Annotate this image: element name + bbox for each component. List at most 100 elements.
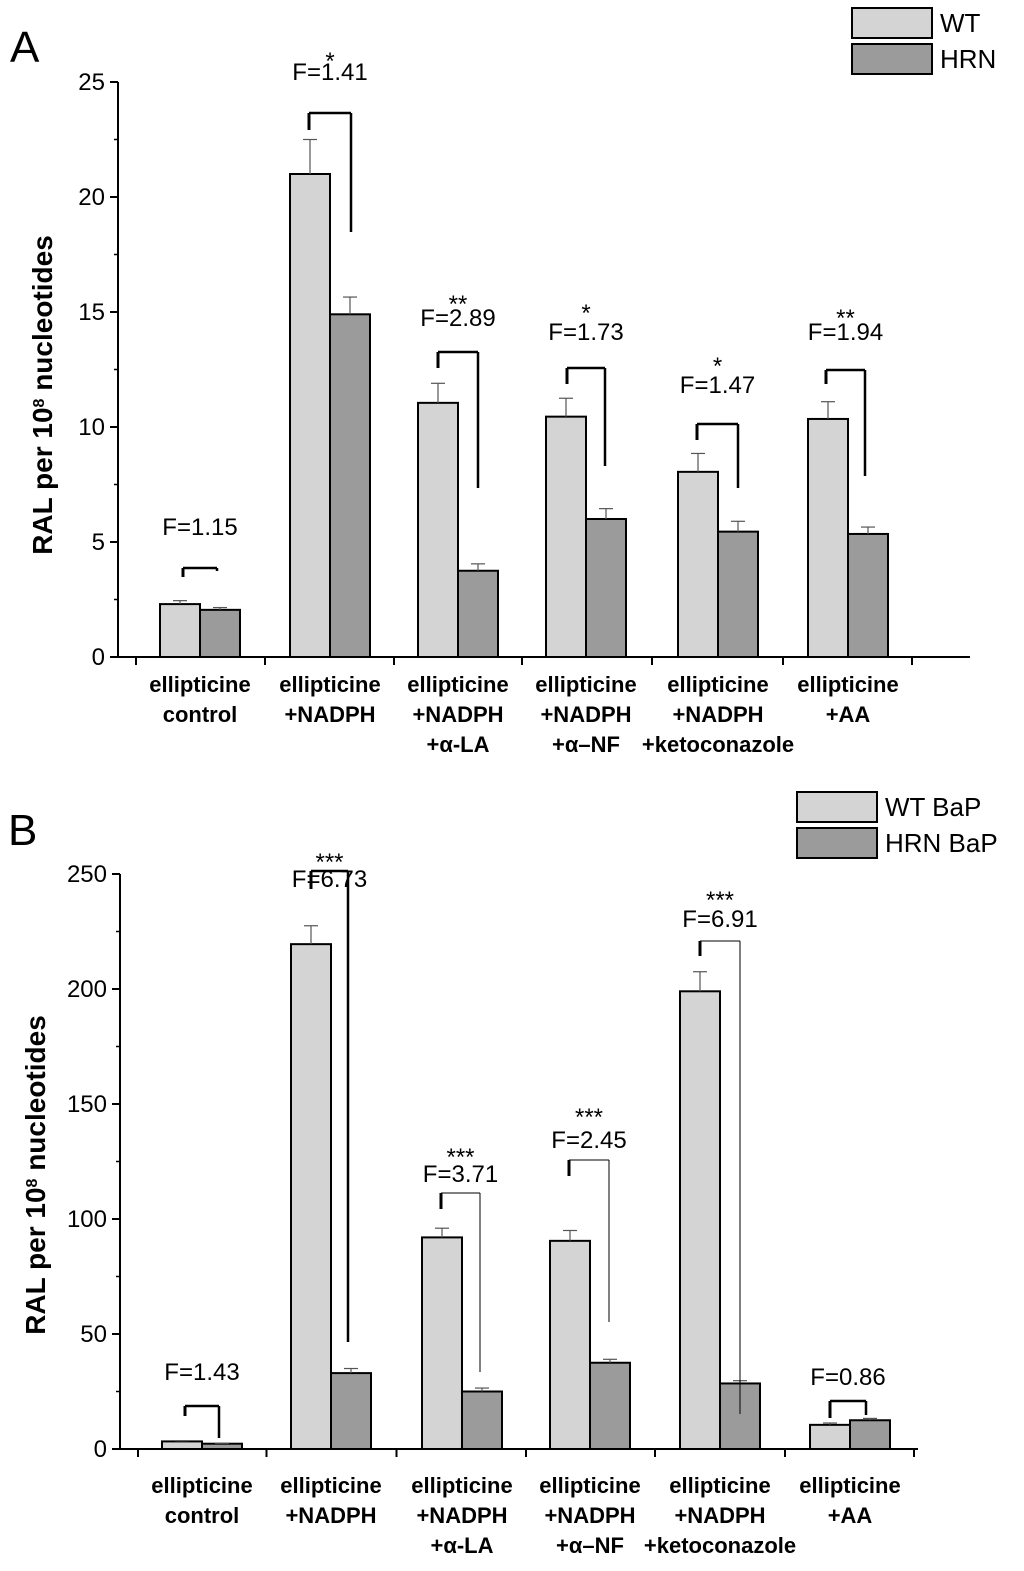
bar-hrn xyxy=(847,532,889,659)
category-label: ellipticine xyxy=(799,1473,900,1498)
f-ratio-annotation: F=1.94 xyxy=(808,319,883,346)
f-ratio-annotation: F=1.47 xyxy=(680,372,755,399)
category-label: ellipticine xyxy=(797,672,898,697)
legend-swatch xyxy=(851,7,933,39)
category-label: ellipticine xyxy=(279,672,380,697)
category-label: +NADPH xyxy=(674,1503,765,1528)
bar-hrn-bap xyxy=(330,1372,372,1450)
bar-hrn-bap xyxy=(849,1419,891,1450)
bar-hrn xyxy=(585,518,627,658)
legend-label: HRN xyxy=(940,44,996,74)
significance-marker: * xyxy=(581,300,590,327)
category-label: +NADPH xyxy=(416,1503,507,1528)
category-label: +NADPH xyxy=(284,702,375,727)
bar-hrn xyxy=(199,608,241,658)
chart-panel-a: 0 5 10 15 20 25 RAL per 108 nucleotides ellipti… xyxy=(27,7,996,757)
y-tick-label: 5 xyxy=(92,529,105,556)
y-tick-label: 200 xyxy=(67,976,107,1003)
category-label: +NADPH xyxy=(672,702,763,727)
category-label: ellipticine xyxy=(149,672,250,697)
bar-hrn xyxy=(329,313,371,658)
category-label: ellipticine xyxy=(411,1473,512,1498)
bar-wt xyxy=(289,173,331,658)
category-label: +NADPH xyxy=(412,702,503,727)
y-tick-label: 150 xyxy=(67,1091,107,1118)
y-axis-label: RAL per 108 nucleotides xyxy=(20,1015,51,1335)
bar-wt-bap xyxy=(421,1236,463,1451)
f-ratio-annotation: F=1.43 xyxy=(164,1359,239,1386)
bar-wt-bap xyxy=(549,1239,591,1450)
f-ratio-annotation: F=6.91 xyxy=(682,906,757,933)
category-label: ellipticine xyxy=(669,1473,770,1498)
bar-wt-bap xyxy=(290,943,332,1451)
significance-marker: ** xyxy=(449,291,468,318)
legend-swatch xyxy=(796,791,878,823)
f-ratio-annotation: F=1.41 xyxy=(292,59,367,86)
category-label: +NADPH xyxy=(285,1503,376,1528)
bar-hrn-bap xyxy=(589,1361,631,1450)
legend-label: HRN BaP xyxy=(885,828,998,858)
category-label: +α–NF xyxy=(552,732,620,757)
y-tick-label: 20 xyxy=(78,184,105,211)
significance-marker: * xyxy=(325,48,334,75)
f-ratio-annotation: F=6.73 xyxy=(292,866,367,893)
f-ratio-annotation: F=1.15 xyxy=(162,514,237,541)
f-ratio-annotation: F=0.86 xyxy=(810,1364,885,1391)
bar-wt-bap xyxy=(809,1423,851,1450)
category-label: +AA xyxy=(826,702,871,727)
bar-wt xyxy=(677,470,719,658)
bar-hrn xyxy=(717,530,759,659)
category-label: ellipticine xyxy=(407,672,508,697)
category-label: ellipticine xyxy=(151,1473,252,1498)
y-tick-label: 10 xyxy=(78,414,105,441)
significance-marker: *** xyxy=(575,1104,603,1131)
category-label: control xyxy=(163,702,238,727)
significance-marker: * xyxy=(713,353,722,380)
f-ratio-annotation: F=2.45 xyxy=(551,1127,626,1154)
significance-marker: *** xyxy=(706,887,734,914)
chart-panel-b: 0 50 100 150 200 250 RAL per 108 nucleotides el… xyxy=(20,791,998,1558)
y-tick-label: 15 xyxy=(78,299,105,326)
y-tick-label: 250 xyxy=(67,861,107,888)
category-label: ellipticine xyxy=(539,1473,640,1498)
bar-wt-bap xyxy=(679,990,721,1450)
category-label: ellipticine xyxy=(535,672,636,697)
category-label: +α-LA xyxy=(426,732,489,757)
category-label: control xyxy=(165,1503,240,1528)
legend-label: WT BaP xyxy=(885,792,981,822)
y-axis-label: RAL per 108 nucleotides xyxy=(27,235,58,555)
f-ratio-annotation: F=3.71 xyxy=(423,1161,498,1188)
panel-label-b: B xyxy=(8,806,37,855)
bar-wt xyxy=(807,417,849,659)
bar-wt xyxy=(417,401,459,658)
category-label: +ketoconazole xyxy=(644,1533,796,1558)
y-tick-label: 0 xyxy=(92,644,105,671)
significance-marker: ** xyxy=(836,305,855,332)
f-ratio-annotation: F=1.73 xyxy=(548,319,623,346)
significance-marker: *** xyxy=(446,1144,474,1171)
legend-label: WT xyxy=(940,8,981,38)
f-ratio-annotation: F=2.89 xyxy=(420,305,495,332)
bar-wt-bap xyxy=(161,1440,203,1451)
bar-wt xyxy=(545,415,587,658)
bar-hrn-bap xyxy=(461,1390,503,1450)
category-label: ellipticine xyxy=(667,672,768,697)
y-tick-label: 25 xyxy=(78,69,105,96)
significance-marker: *** xyxy=(315,849,343,876)
category-label: +AA xyxy=(828,1503,873,1528)
category-label: +NADPH xyxy=(540,702,631,727)
legend-swatch xyxy=(851,43,933,75)
category-label: +NADPH xyxy=(544,1503,635,1528)
y-tick-label: 50 xyxy=(80,1321,107,1348)
category-label: +α-LA xyxy=(430,1533,493,1558)
category-label: +ketoconazole xyxy=(642,732,794,757)
panel-label-a: A xyxy=(10,23,40,72)
category-label: ellipticine xyxy=(280,1473,381,1498)
bar-hrn xyxy=(457,569,499,658)
legend-swatch xyxy=(796,827,878,859)
bar-wt xyxy=(159,603,201,658)
y-tick-label: 100 xyxy=(67,1206,107,1233)
bar-hrn-bap xyxy=(201,1442,243,1450)
y-tick-label: 0 xyxy=(94,1436,107,1463)
